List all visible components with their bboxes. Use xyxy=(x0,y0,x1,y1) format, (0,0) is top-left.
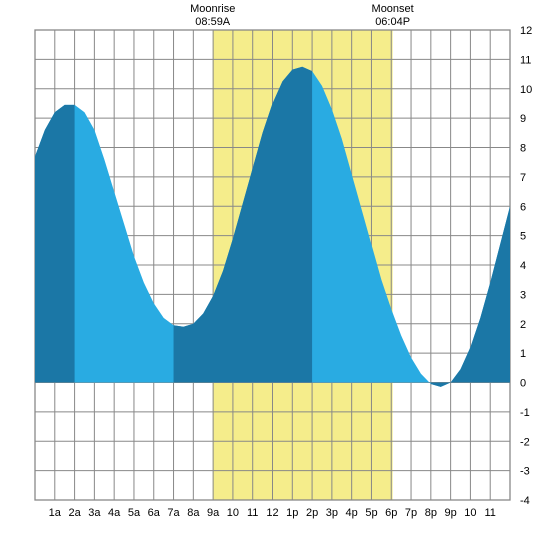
x-tick-label: 1a xyxy=(49,507,62,519)
x-tick-label: 2a xyxy=(68,507,81,519)
y-tick-label: 2 xyxy=(520,319,526,331)
moonrise-label-title: Moonrise xyxy=(190,3,235,15)
x-tick-label: 5p xyxy=(365,507,377,519)
y-tick-label: 5 xyxy=(520,231,526,243)
y-tick-label: 3 xyxy=(520,289,526,301)
tide-chart: 1a2a3a4a5a6a7a8a9a1011121p2p3p4p5p6p7p8p… xyxy=(0,0,550,550)
x-tick-label: 3p xyxy=(326,507,338,519)
x-tick-label: 4a xyxy=(108,507,121,519)
chart-svg: 1a2a3a4a5a6a7a8a9a1011121p2p3p4p5p6p7p8p… xyxy=(0,0,550,550)
x-tick-label: 11 xyxy=(484,507,495,519)
x-axis-labels: 1a 2a 3a 4a 5a 6a 7a 8a 9a 10 11 12 1p 2p 3p 4p 5p 6p 7p 8p… xyxy=(49,507,496,519)
x-tick-label: 12 xyxy=(266,507,278,519)
x-tick-label: 9a xyxy=(207,507,220,519)
x-tick-label: 6p xyxy=(385,507,397,519)
x-tick-label: 10 xyxy=(227,507,239,519)
y-tick-label: 8 xyxy=(520,143,526,155)
x-tick-label: 10 xyxy=(464,507,476,519)
x-tick-label: 7p xyxy=(405,507,417,519)
y-tick-label: 0 xyxy=(520,378,526,390)
x-tick-label: 8p xyxy=(425,507,437,519)
x-tick-label: 9p xyxy=(445,507,457,519)
x-tick-label: 8a xyxy=(187,507,200,519)
y-tick-label: 7 xyxy=(520,172,526,184)
x-tick-label: 11 xyxy=(247,507,258,519)
moonset-label-title: Moonset xyxy=(372,3,414,15)
x-tick-label: 3a xyxy=(88,507,101,519)
x-tick-label: 6a xyxy=(148,507,161,519)
y-tick-label: 6 xyxy=(520,201,526,213)
y-tick-label: 4 xyxy=(520,260,526,272)
y-tick-label: 10 xyxy=(520,84,532,96)
y-tick-label: -3 xyxy=(520,466,530,478)
y-tick-label: 1 xyxy=(520,348,526,360)
moonrise-label-time: 08:59A xyxy=(195,16,231,28)
x-tick-label: 2p xyxy=(306,507,318,519)
x-tick-label: 5a xyxy=(128,507,141,519)
y-tick-label: 9 xyxy=(520,113,526,125)
y-tick-label: 11 xyxy=(520,54,531,66)
y-tick-label: -4 xyxy=(520,495,530,507)
y-tick-label: 12 xyxy=(520,25,532,37)
moonset-label-time: 06:04P xyxy=(375,16,410,28)
x-tick-label: 7a xyxy=(167,507,180,519)
y-tick-label: -1 xyxy=(520,407,530,419)
x-tick-label: 4p xyxy=(346,507,358,519)
x-tick-label: 1p xyxy=(286,507,298,519)
y-tick-label: -2 xyxy=(520,436,530,448)
